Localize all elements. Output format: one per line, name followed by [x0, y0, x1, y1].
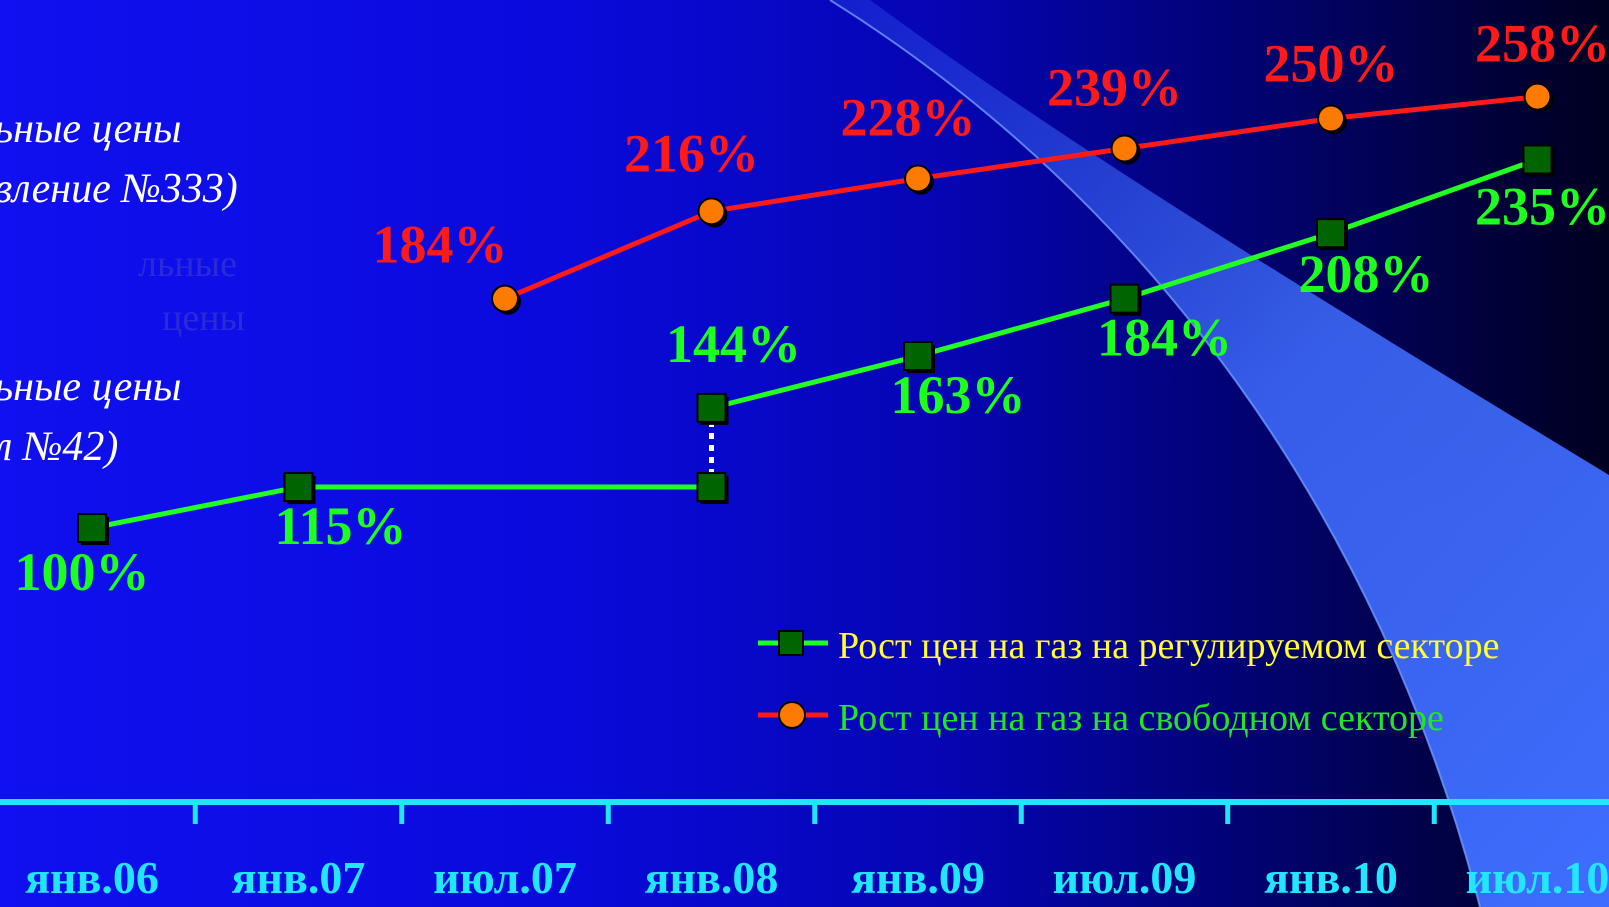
- free-data-label: 228%: [841, 88, 976, 148]
- free-marker: [697, 197, 726, 226]
- x-tick-label: июл.09: [1053, 852, 1197, 903]
- regulated-line-segment: [1330, 157, 1539, 236]
- series-free: [491, 82, 1554, 315]
- x-tick-label: янв.08: [645, 852, 779, 903]
- regulated-marker: [283, 472, 314, 503]
- ghost-caption-line2: цены: [162, 297, 245, 339]
- free-line: [504, 94, 1538, 301]
- regulated-data-label: 184%: [1097, 308, 1232, 368]
- side-caption-top-line2: вление №333): [0, 166, 238, 212]
- data-labels: 100% 115% 144% 163% 184% 208% 235% 184% 216% 228%…: [15, 14, 1609, 602]
- decorative-swoosh-edge: [829, 0, 1481, 907]
- x-tick-label: июл.10: [1466, 852, 1609, 903]
- regulated-data-label: 100%: [15, 542, 150, 602]
- side-caption-bottom-line2: л №42): [0, 424, 118, 470]
- legend-regulated-label: Рост цен на газ на регулируемом секторе: [838, 625, 1499, 667]
- x-tick-label: янв.07: [232, 852, 366, 903]
- free-data-label: 216%: [624, 123, 759, 183]
- free-marker: [1110, 134, 1139, 163]
- free-marker: [491, 284, 519, 313]
- regulated-line-segment: [91, 484, 299, 531]
- free-data-label: 239%: [1047, 58, 1182, 118]
- regulated-marker: [903, 341, 933, 372]
- x-tick-label: янв.06: [25, 852, 159, 903]
- regulated-marker: [1522, 144, 1553, 175]
- free-marker: [1523, 82, 1552, 111]
- x-tick-label: июл.07: [433, 852, 577, 903]
- regulated-data-label: 235%: [1475, 176, 1609, 236]
- free-data-label: 258%: [1475, 14, 1609, 74]
- free-data-label: 184%: [373, 215, 508, 275]
- side-caption-bottom-line1: ьные цены: [0, 364, 182, 410]
- regulated-marker: [77, 513, 107, 543]
- x-tick-label: янв.10: [1264, 852, 1398, 903]
- side-caption-top-line1: ьные цены: [0, 106, 182, 152]
- free-marker: [904, 164, 932, 193]
- regulated-marker: [696, 392, 727, 423]
- regulated-marker: [1316, 218, 1346, 249]
- regulated-data-label: 163%: [891, 365, 1026, 425]
- regulated-line-segment: [710, 353, 919, 411]
- legend-free-label: Рост цен на газ на свободном секторе: [838, 697, 1444, 739]
- x-axis-tick-labels: янв.06 янв.07 июл.07 янв.08 янв.09 июл.09 янв.…: [25, 852, 1609, 903]
- ghost-caption-line1: льные: [138, 243, 237, 285]
- regulated-marker: [696, 472, 727, 503]
- decorative-swoosh: [830, 0, 1609, 907]
- regulated-marker: [1109, 283, 1140, 314]
- legend-regulated-marker: [778, 630, 804, 656]
- free-marker: [1317, 104, 1345, 133]
- regulated-data-label: 208%: [1299, 244, 1434, 304]
- x-axis-ticks: [192, 802, 1437, 824]
- regulated-data-label: 144%: [666, 314, 801, 374]
- legend: Рост цен на газ на регулируемом секторе …: [758, 625, 1499, 739]
- free-data-label: 250%: [1264, 34, 1399, 94]
- regulated-line-segment: [917, 296, 1126, 359]
- x-tick-label: янв.09: [851, 852, 985, 903]
- regulated-data-label: 115%: [274, 496, 406, 556]
- legend-free-marker: [778, 701, 806, 729]
- regulated-line-segment: [1123, 230, 1332, 302]
- series-regulated: [77, 144, 1555, 545]
